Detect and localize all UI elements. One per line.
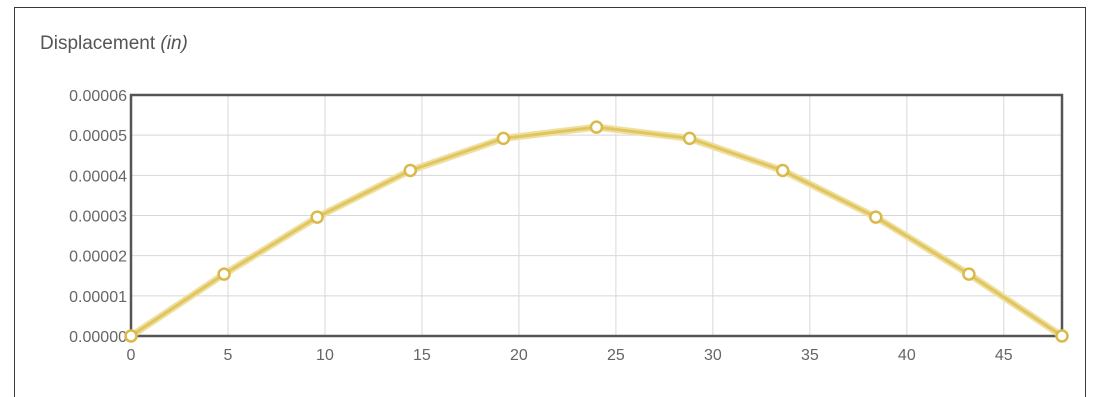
y-axis-tick-labels: 0.00000 0.00001 0.00002 0.00003 0.00004 0.000… — [69, 88, 127, 346]
data-point — [869, 210, 883, 224]
chart-title-unit: (in) — [160, 33, 188, 54]
x-tick-label: 10 — [316, 347, 334, 364]
data-point — [310, 210, 324, 224]
x-tick-label: 0 — [127, 347, 136, 364]
series-line — [129, 125, 1064, 338]
chart-title-text: Displacement — [40, 33, 156, 54]
x-tick-label: 5 — [224, 347, 233, 364]
data-point — [1055, 329, 1069, 343]
x-axis-tick-labels: 0 5 10 15 20 25 30 35 40 45 — [127, 347, 1013, 364]
data-point — [682, 131, 697, 146]
data-point — [124, 329, 138, 343]
plot-frame-rect — [129, 93, 1064, 338]
y-tick-label: 0.00004 — [69, 168, 127, 185]
displacement-series — [127, 123, 1066, 340]
chart-title: Displacement (in) — [40, 33, 188, 55]
x-tick-label: 35 — [801, 347, 819, 364]
x-tick-label: 45 — [995, 347, 1013, 364]
data-point — [403, 163, 418, 178]
y-tick-label: 0.00002 — [69, 249, 127, 266]
data-point — [589, 120, 604, 134]
x-tick-label: 25 — [607, 347, 625, 364]
data-point-markers — [124, 120, 1069, 343]
x-tick-label: 15 — [413, 347, 431, 364]
x-tick-label: 40 — [898, 347, 916, 364]
series-line-glow — [127, 123, 1066, 340]
x-tick-label: 30 — [704, 347, 722, 364]
data-point — [775, 163, 790, 178]
x-tick-label: 20 — [510, 347, 528, 364]
plot-frame — [129, 93, 1064, 338]
y-tick-label: 0.00005 — [69, 128, 127, 145]
y-tick-label: 0.00003 — [69, 209, 127, 226]
data-point — [962, 267, 976, 281]
y-tick-label: 0.00001 — [69, 289, 127, 306]
data-point — [496, 131, 511, 146]
y-tick-label: 0.00006 — [69, 88, 127, 105]
y-tick-label: 0.00000 — [69, 329, 127, 346]
data-point — [217, 267, 231, 281]
